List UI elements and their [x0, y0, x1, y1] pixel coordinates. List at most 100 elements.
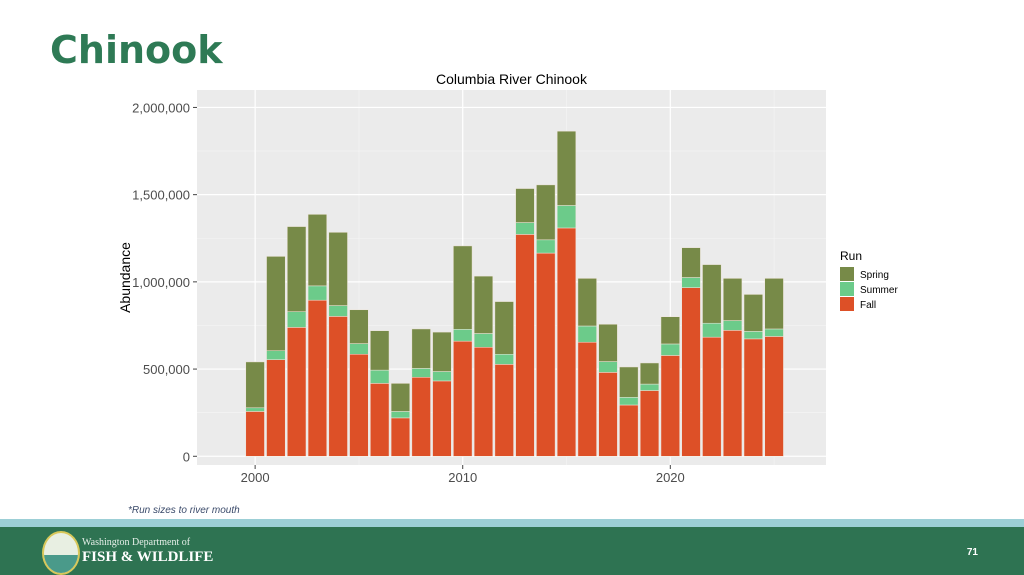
legend-title: Run — [840, 249, 862, 263]
x-tick-label: 2020 — [656, 470, 685, 485]
bar-fall-2008 — [411, 377, 431, 457]
bar-summer-2018 — [619, 397, 639, 406]
bar-fall-2010 — [453, 340, 473, 457]
bar-fall-2017 — [598, 372, 618, 457]
legend-label-fall: Fall — [860, 300, 876, 311]
stacked-bar-chart: 0 500,000 1,000,000 1,500,000 2,000,000 2000 2… — [117, 71, 898, 485]
bar-summer-2008 — [411, 368, 431, 378]
bar-fall-2019 — [639, 390, 660, 457]
bar-fall-2023 — [722, 330, 743, 457]
bar-summer-2010 — [453, 329, 473, 342]
bar-spring-2020 — [660, 316, 680, 345]
legend-swatch-fall — [840, 297, 854, 311]
slide-title: Chinook — [50, 28, 223, 72]
page-number: 71 — [966, 547, 978, 558]
bar-spring-2010 — [453, 245, 473, 330]
bar-spring-2006 — [370, 330, 390, 371]
bar-summer-2004 — [328, 305, 348, 317]
bar-fall-2001 — [266, 359, 286, 457]
bar-summer-2025 — [764, 328, 784, 337]
bar-spring-2000 — [245, 361, 265, 409]
bar-fall-2002 — [287, 327, 307, 457]
bar-spring-2025 — [764, 278, 784, 330]
bar-fall-2004 — [328, 316, 348, 457]
bar-fall-2021 — [681, 287, 701, 457]
bar-summer-2022 — [702, 322, 722, 338]
legend-label-summer: Summer — [860, 285, 898, 296]
bar-summer-2015 — [556, 205, 577, 229]
bar-fall-2003 — [307, 299, 327, 457]
bar-spring-2021 — [681, 247, 701, 278]
legend-label-spring: Spring — [860, 270, 889, 281]
chart-title: Columbia River Chinook — [436, 71, 588, 87]
bar-summer-2013 — [515, 222, 535, 235]
bar-fall-2018 — [619, 404, 639, 457]
wdfw-logo-icon — [42, 531, 80, 575]
bar-fall-2014 — [536, 252, 556, 457]
bar-summer-2024 — [743, 331, 763, 340]
bar-fall-2006 — [370, 383, 390, 457]
bar-fall-2016 — [577, 341, 597, 457]
bar-spring-2001 — [266, 256, 286, 352]
bar-fall-2009 — [432, 380, 452, 457]
bar-summer-2001 — [266, 350, 286, 360]
footnote: *Run sizes to river mouth — [128, 505, 240, 516]
bar-spring-2024 — [743, 294, 763, 332]
bar-summer-2009 — [432, 371, 452, 382]
bar-spring-2015 — [556, 130, 577, 206]
bar-spring-2007 — [390, 383, 411, 412]
y-tick-label: 1,000,000 — [132, 275, 190, 290]
legend-swatch-spring — [840, 267, 854, 281]
bar-spring-2014 — [536, 184, 556, 241]
bar-spring-2009 — [432, 331, 452, 372]
bar-summer-2000 — [245, 407, 265, 412]
bar-summer-2019 — [639, 383, 660, 391]
bar-spring-2004 — [328, 232, 348, 306]
bar-fall-2013 — [515, 234, 535, 457]
bar-fall-2012 — [494, 364, 514, 457]
bar-summer-2002 — [287, 311, 307, 328]
bar-fall-2005 — [349, 353, 369, 457]
bar-spring-2005 — [349, 309, 369, 344]
bar-summer-2012 — [494, 353, 514, 365]
bar-fall-2020 — [660, 355, 680, 457]
bar-spring-2002 — [287, 226, 307, 312]
bar-fall-2015 — [556, 227, 577, 457]
bar-summer-2020 — [660, 343, 680, 356]
bar-spring-2012 — [494, 301, 514, 355]
x-tick-label: 2010 — [448, 470, 477, 485]
y-tick-label: 0 — [183, 449, 190, 464]
bar-summer-2021 — [681, 277, 701, 288]
org-name-line1: Washington Department of — [82, 537, 191, 548]
bar-spring-2017 — [598, 323, 618, 362]
bar-summer-2007 — [390, 411, 411, 419]
bar-spring-2016 — [577, 278, 597, 327]
bar-spring-2018 — [619, 366, 639, 398]
bar-summer-2014 — [536, 239, 556, 254]
bar-summer-2003 — [307, 285, 327, 301]
bar-fall-2000 — [245, 411, 265, 457]
y-tick-label: 2,000,000 — [132, 100, 190, 115]
org-name-line2: FISH & WILDLIFE — [82, 549, 214, 565]
bar-summer-2023 — [722, 320, 743, 331]
y-axis-label: Abundance — [117, 242, 133, 313]
bar-summer-2017 — [598, 361, 618, 373]
bar-summer-2016 — [577, 325, 597, 343]
bar-summer-2005 — [349, 343, 369, 355]
x-tick-label: 2000 — [241, 470, 270, 485]
bar-summer-2011 — [473, 333, 494, 348]
bar-spring-2023 — [722, 278, 743, 321]
bar-spring-2013 — [515, 188, 535, 223]
bar-fall-2022 — [702, 336, 722, 457]
bar-spring-2011 — [473, 275, 494, 334]
bar-spring-2019 — [639, 362, 660, 385]
bar-spring-2022 — [702, 264, 722, 324]
footer-bar: Washington Department of FISH & WILDLIFE… — [0, 527, 1024, 575]
bar-spring-2008 — [411, 328, 431, 369]
y-tick-label: 1,500,000 — [132, 188, 190, 203]
bar-fall-2011 — [473, 347, 494, 457]
bar-fall-2007 — [390, 417, 411, 457]
bar-fall-2025 — [764, 336, 784, 457]
bar-fall-2024 — [743, 338, 763, 457]
footer-stripe — [0, 519, 1024, 527]
